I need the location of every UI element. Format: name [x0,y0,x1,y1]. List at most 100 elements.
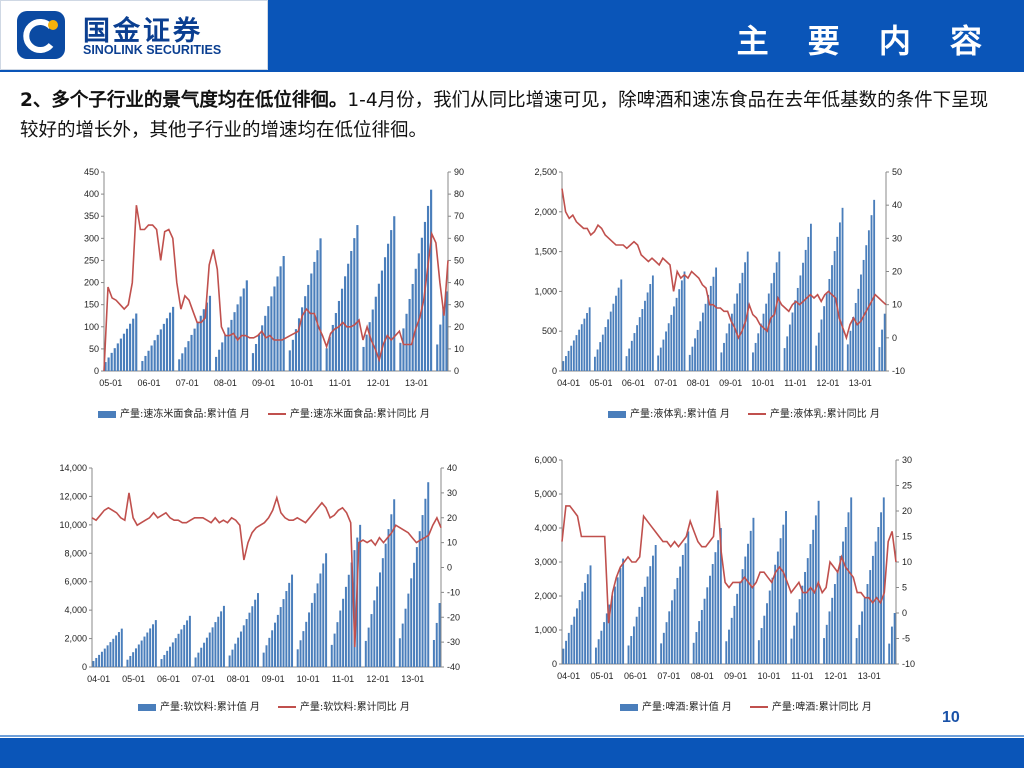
data-bar [798,599,801,664]
data-bar [146,632,149,667]
data-bar [177,633,180,667]
data-bar [181,353,184,371]
data-bar [562,361,565,371]
y-left-tick-label: 1,500 [534,247,557,257]
data-bar [698,621,701,664]
data-bar [687,531,690,664]
data-bar [675,297,678,371]
data-bar [288,582,291,667]
data-bar [646,576,649,664]
data-bar [754,342,757,371]
data-bar [239,296,242,371]
data-bar [668,611,671,664]
data-bar [793,625,796,664]
data-bar [424,498,427,667]
data-bar [417,253,420,371]
legend-beer: 产量:啤酒:累计值 月 产量:啤酒:累计同比 月 [620,698,872,713]
data-bar [196,322,199,371]
x-tick-label: 08-01 [691,671,714,681]
legend-line-swatch [747,413,766,415]
data-bar [738,581,741,664]
data-bar [224,334,227,371]
data-bar [804,571,806,664]
data-bar [575,335,578,371]
chart-soft-drinks-svg: 14,00012,00010,0008,0006,0004,0002,00004… [59,463,460,684]
yoy-line [91,492,442,648]
data-bar [276,614,279,667]
data-bar [328,336,331,371]
data-bar [604,327,607,371]
data-bar [330,644,333,667]
data-bar [762,313,765,371]
y-right-tick-label: 20 [902,506,912,516]
data-bar [169,646,172,667]
data-bar [408,298,411,371]
logo-text-cn: 国金证券 [83,16,203,47]
data-bar [786,336,789,371]
data-bar [747,543,749,664]
data-bar [350,562,353,667]
data-bar [890,626,893,664]
data-bar [106,645,109,667]
data-bar [801,585,804,664]
x-tick-label: 09-01 [724,671,747,681]
data-bar [600,630,603,664]
y-left-tick-label: 4,000 [534,523,557,533]
data-bar [203,642,206,667]
y-right-tick-label: 90 [454,167,464,177]
data-bar [809,544,812,664]
x-tick-label: 07-01 [657,671,680,681]
chart-frozen-food-svg: 4504003503002502001501005009080706050403… [84,167,464,388]
data-bar [738,283,741,371]
data-bar [562,648,565,664]
legend-soft-drinks: 产量:软饮料:累计值 月 产量:软饮料:累计同比 月 [138,698,410,713]
data-bar [282,256,285,371]
data-bar [205,637,208,667]
data-bar [420,237,423,371]
data-bar [377,283,380,371]
y-right-tick-label: 70 [454,211,464,221]
sinolink-logo-icon [17,11,65,59]
data-bar [866,584,869,664]
data-bar [874,541,877,664]
data-bar [594,647,597,664]
data-bar [218,349,221,371]
data-bar [619,568,622,664]
data-bar [861,611,864,664]
y-left-tick-label: 2,500 [534,167,557,177]
data-bar [135,313,138,371]
chart-liquid-milk: 2,500 2,000 1,500 1,000 500 0 50 40 30 20 10 0 -10 04… [520,162,920,397]
data-bar [867,230,870,371]
data-bar [857,288,860,371]
x-tick-label: 13-01 [858,671,881,681]
data-bar [299,640,302,667]
y-left-tick-label: 450 [84,167,99,177]
data-bar [768,590,771,664]
data-bar [881,329,883,371]
data-bar [163,654,166,667]
data-bar [825,292,828,371]
data-bar [347,574,350,667]
data-bar [288,350,291,371]
data-bar [132,652,135,667]
data-bar [667,323,670,371]
data-bar [353,550,356,667]
data-bar [304,296,307,371]
data-bar [871,555,874,664]
data-bar [873,199,876,371]
data-bar [580,324,583,371]
data-bar [695,632,698,664]
data-bar [180,629,183,667]
data-bar [774,564,777,664]
x-tick-label: 06-01 [137,378,160,388]
y-right-tick-label: -30 [447,637,460,647]
data-bar [184,347,187,371]
data-bar [371,309,374,371]
data-bar [199,315,202,371]
legend-line-swatch [267,413,286,415]
data-bar [236,304,239,371]
data-bar [720,352,723,371]
x-tick-label: 07-01 [654,378,677,388]
data-bar [704,303,707,371]
x-tick-label: 08-01 [227,674,250,684]
